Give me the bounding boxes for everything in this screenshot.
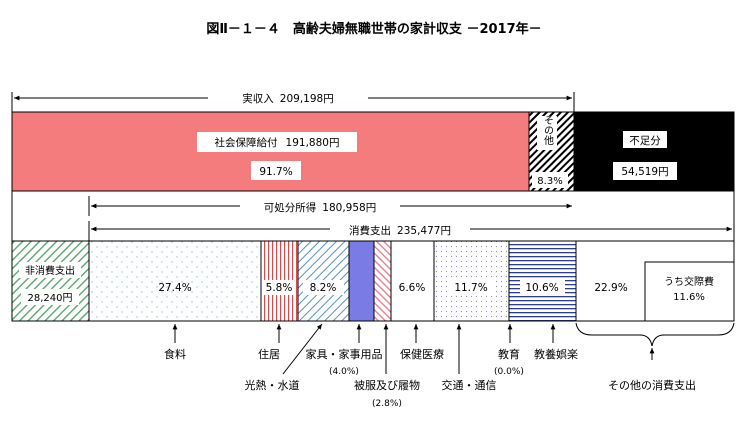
consumption-label-value: 235,477円 <box>397 225 451 237</box>
utilities-percent: 8.2% <box>310 282 337 294</box>
social-expense-percent: 11.6% <box>673 292 705 303</box>
income-other-name-box <box>537 116 557 150</box>
consumption-label-name: 消費支出 <box>349 224 391 237</box>
education-label: 教育 <box>498 347 520 361</box>
housing-pct-box <box>264 280 295 295</box>
non-consumption-value-box <box>21 289 79 305</box>
medical-segment <box>390 240 435 322</box>
chart-title: 図Ⅱ－１－４ 高齢夫婦無職世帯の家計収支 －2017年－ <box>206 21 541 37</box>
non-consumption-value: 28,240円 <box>28 293 73 304</box>
shortfall-value: 54,519円 <box>621 166 668 178</box>
utilities-label: 光熱・水道 <box>245 378 300 392</box>
social-security-pct-box <box>251 161 301 180</box>
non-consumption-segment <box>11 240 90 322</box>
transport-pct-box <box>448 280 495 295</box>
consumption-label-bg <box>330 221 470 237</box>
income-other-name: その他 <box>542 115 554 146</box>
transport-label: 交通・通信 <box>442 378 497 392</box>
income-label: 実収入 209,198円 <box>242 92 333 105</box>
transport-percent: 11.7% <box>454 282 487 294</box>
other-consumption-label: その他の消費支出 <box>608 378 696 392</box>
furniture-label: 家具・家事用品 <box>306 347 383 361</box>
social-security-percent: 91.7% <box>259 166 292 178</box>
medical-percent: 6.6% <box>399 282 426 294</box>
income-label-name: 実収入 <box>242 92 274 105</box>
social-security-value: 191,880円 <box>286 137 340 149</box>
clothing-label: 被服及び履物 <box>354 378 420 392</box>
medical-label: 保健医療 <box>400 347 444 361</box>
social-security-name-text: 社会保障給付 <box>215 136 278 149</box>
shortfall-name-box <box>623 131 667 148</box>
housing-percent: 5.8% <box>266 282 293 294</box>
furniture-sub: (4.0%) <box>329 367 359 377</box>
disposable-label-name: 可処分所得 <box>264 201 317 214</box>
social-security-name-box <box>197 132 357 152</box>
utilities-arrow <box>282 323 323 375</box>
income-other-percent: 8.3% <box>537 176 562 187</box>
food-label: 食料 <box>164 347 186 361</box>
social-security-name: 社会保障給付 191,880円 <box>215 136 340 149</box>
recreation-pct-box <box>520 280 565 295</box>
clothing-sub: (2.8%) <box>372 399 402 409</box>
social-expense-name: うち交際費 <box>664 275 714 288</box>
utilities-pct-box <box>303 280 344 295</box>
disposable-label-value: 180,958円 <box>322 202 376 214</box>
disposable-label: 可処分所得 180,958円 <box>264 201 376 214</box>
consumption-label: 消費支出 235,477円 <box>349 224 451 237</box>
shortfall-name: 不足分 <box>629 135 661 147</box>
non-consumption-name: 非消費支出 <box>25 264 75 277</box>
disposable-label-bg <box>240 198 400 214</box>
food-percent: 27.4% <box>158 282 191 294</box>
income-other-pct-box <box>532 172 568 188</box>
social-expense-box <box>644 261 735 322</box>
recreation-label: 教養娯楽 <box>534 347 578 361</box>
education-sub: (0.0%) <box>494 367 524 377</box>
other-consumption-brace <box>575 322 735 347</box>
furniture-segment <box>348 240 375 322</box>
housing-label: 住居 <box>258 347 280 361</box>
recreation-percent: 10.6% <box>525 282 558 294</box>
income-label-bg <box>208 89 368 105</box>
other-consumption-percent: 22.9% <box>594 282 627 294</box>
food-segment <box>88 240 262 322</box>
shortfall-value-box <box>613 162 677 180</box>
income-label-value: 209,198円 <box>280 93 334 105</box>
clothing-segment <box>373 240 392 322</box>
non-consumption-name-box <box>19 262 81 278</box>
